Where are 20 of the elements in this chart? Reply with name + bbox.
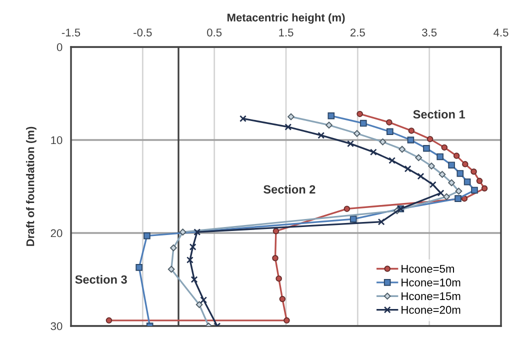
x-tick-label: -0.5 xyxy=(134,28,152,36)
x-tick-label: 3.5 xyxy=(422,28,437,36)
x-axis-title: Metacentric height (m) xyxy=(227,13,345,24)
annotation: Section 2 xyxy=(264,184,316,194)
x-tick-label: 0.5 xyxy=(207,28,222,36)
annotation: Section 3 xyxy=(75,275,127,284)
x-tick-label: 2.5 xyxy=(350,28,365,36)
y-axis-title: Draft of foundation (m) xyxy=(26,126,36,246)
x-tick-label: 1.5 xyxy=(279,28,294,36)
x-tick-label: 4.5 xyxy=(494,28,508,36)
legend-label: Hcone=5m xyxy=(402,264,454,273)
y-tick-label: 0 xyxy=(56,43,62,52)
legend-label: Hcone=15m xyxy=(402,292,460,300)
legend-label: Hcone=10m xyxy=(402,278,460,286)
annotation: Section 1 xyxy=(413,110,465,119)
x-tick-label: -1.5 xyxy=(62,28,80,36)
y-tick-label: 20 xyxy=(50,229,62,238)
legend-label: Hcone=20m xyxy=(402,306,460,314)
y-tick-label: 10 xyxy=(51,136,62,144)
y-tick-label: 30 xyxy=(50,322,62,330)
